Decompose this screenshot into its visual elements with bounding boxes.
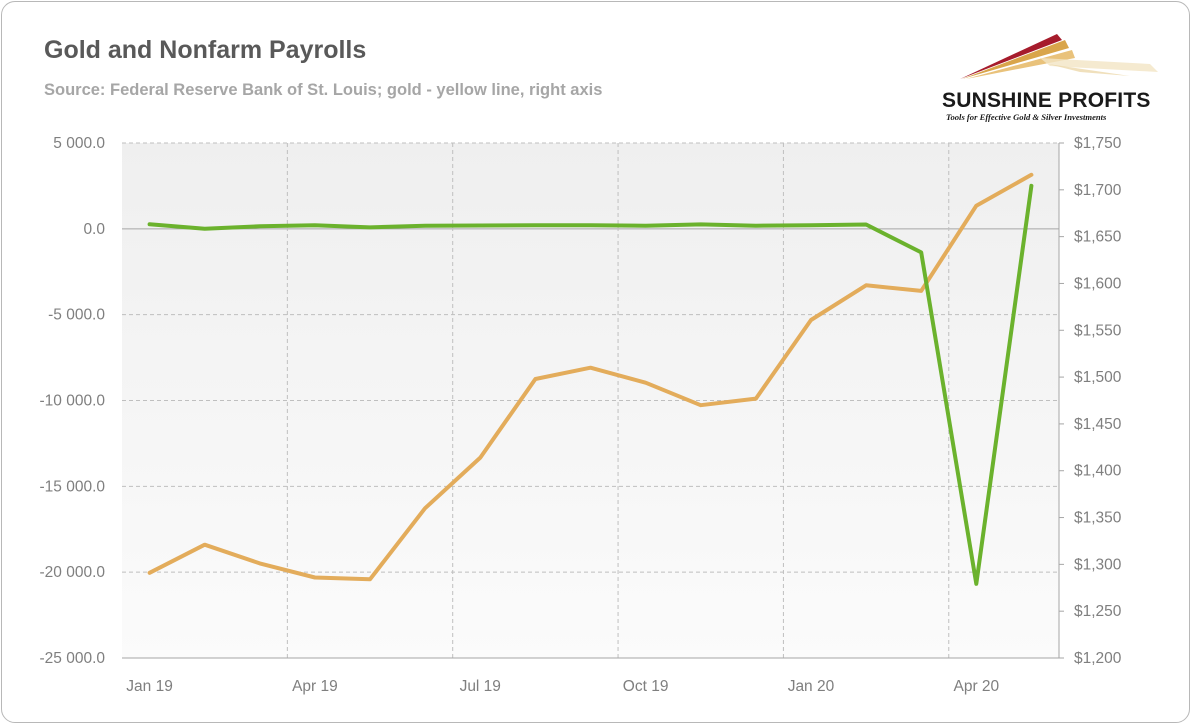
series-lines — [147, 172, 1034, 586]
grid-lines — [122, 142, 1059, 658]
x-tick-label: Apr 20 — [953, 678, 999, 695]
left-tick-label: 5 000.0 — [53, 135, 105, 152]
left-axis-ticks: 5 000.0 0.0 -5 000.0 -10 000.0 -15 000.0 -20 … — [40, 135, 106, 667]
logo-tagline: Tools for Effective Gold & Silver Invest… — [946, 112, 1107, 122]
left-tick-label: -15 000.0 — [40, 478, 106, 495]
x-tick-label: Apr 19 — [292, 678, 338, 695]
left-tick-label: 0.0 — [83, 221, 105, 238]
x-axis-ticks: Jan 19 Apr 19 Jul 19 Oct 19 Jan 20 Apr 20 — [126, 678, 999, 695]
right-tick-label: $1,400 — [1074, 463, 1122, 480]
x-tick-label: Jul 19 — [460, 678, 501, 695]
right-tick-label: $1,450 — [1074, 416, 1122, 433]
logo-name: SUNSHINE PROFITS — [942, 89, 1151, 112]
axes — [122, 143, 1060, 659]
right-tick-label: $1,700 — [1074, 182, 1122, 199]
x-tick-label: Jan 20 — [788, 678, 835, 695]
chart-subtitle: Source: Federal Reserve Bank of St. Loui… — [44, 81, 603, 99]
right-tick-label: $1,200 — [1074, 650, 1122, 667]
logo-rays-icon — [960, 34, 1158, 79]
left-tick-label: -25 000.0 — [40, 650, 106, 667]
right-tick-label: $1,550 — [1074, 322, 1122, 339]
x-tick-label: Jan 19 — [126, 678, 173, 695]
left-tick-label: -20 000.0 — [40, 564, 106, 581]
right-tick-label: $1,600 — [1074, 275, 1122, 292]
right-axis-ticks: $1,750 $1,700 $1,650 $1,600 $1,550 $1,500 $1,4… — [1059, 135, 1122, 667]
chart-title: Gold and Nonfarm Payrolls — [44, 36, 367, 64]
right-tick-label: $1,750 — [1074, 135, 1122, 152]
right-tick-label: $1,500 — [1074, 369, 1122, 386]
x-tick-label: Oct 19 — [623, 678, 669, 695]
left-tick-label: -10 000.0 — [40, 393, 106, 410]
right-tick-label: $1,300 — [1074, 556, 1122, 573]
right-tick-label: $1,350 — [1074, 510, 1122, 527]
right-tick-label: $1,250 — [1074, 603, 1122, 620]
left-tick-label: -5 000.0 — [48, 307, 105, 324]
right-tick-label: $1,650 — [1074, 229, 1122, 246]
